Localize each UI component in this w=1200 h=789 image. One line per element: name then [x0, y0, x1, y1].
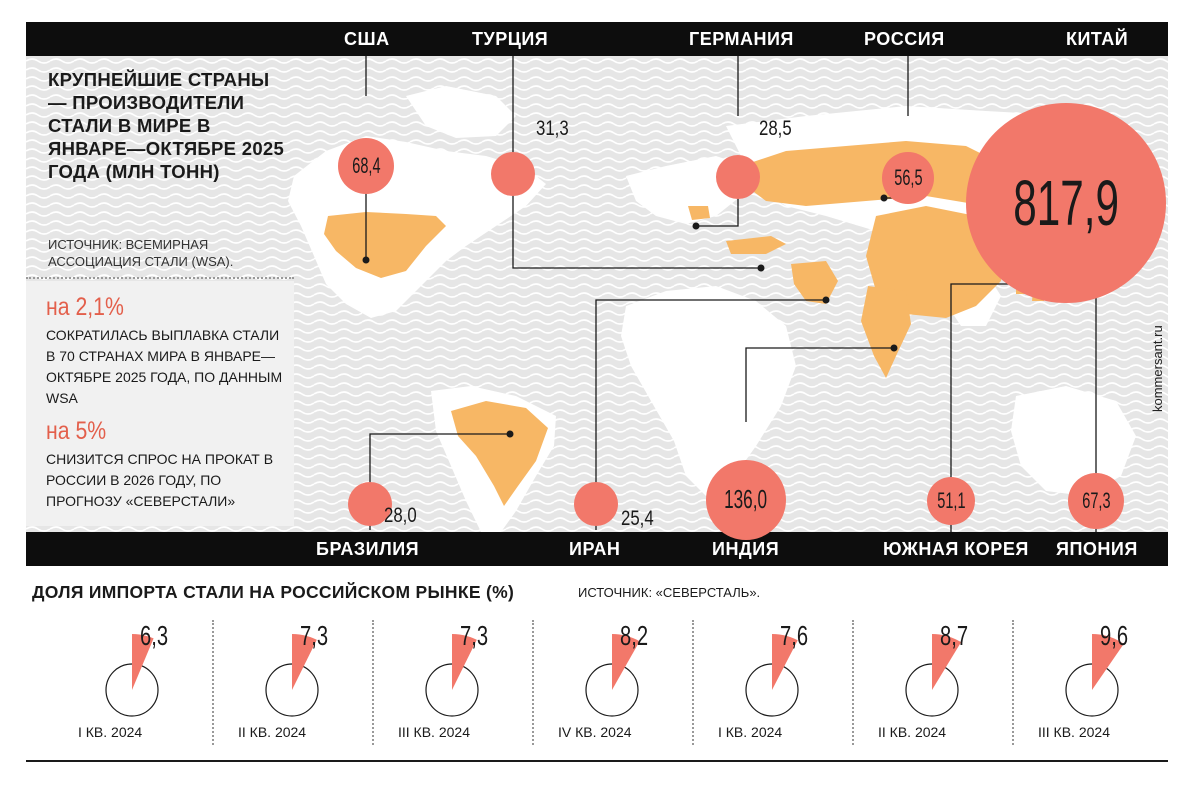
pie-cell-5: 8,7 II КВ. 2024 — [852, 620, 1012, 750]
pie-value-2: 7,3 — [460, 620, 489, 651]
germany-shape — [688, 206, 710, 220]
pie-cell-4: 7,6 I КВ. 2024 — [692, 620, 852, 750]
bubble-value-2: 28,5 — [759, 117, 792, 140]
brazil-shape — [451, 401, 548, 506]
russia-shape — [741, 141, 1021, 206]
pie-cell-3: 8,2 IV КВ. 2024 — [532, 620, 692, 750]
bubble-2 — [716, 155, 760, 199]
country-label-7: ИНДИЯ — [712, 539, 780, 559]
country-label-8: ЮЖНАЯ КОРЕЯ — [883, 539, 1029, 559]
pie-label-0: I КВ. 2024 — [78, 724, 143, 740]
pie-cell-0: 6,3 I КВ. 2024 — [52, 620, 212, 750]
bubble-value-3: 56,5 — [893, 164, 923, 190]
usa-shape — [324, 212, 446, 278]
bubble-value-7: 136,0 — [724, 484, 768, 515]
bubble-4: 817,9 — [966, 103, 1166, 303]
pie-cell-6: 9,6 III КВ. 2024 — [1012, 620, 1172, 750]
bubble-0: 68,4 — [337, 137, 395, 195]
pie-cell-1: 7,3 II КВ. 2024 — [212, 620, 372, 750]
country-label-1: ТУРЦИЯ — [472, 29, 549, 49]
india-shape — [861, 286, 911, 378]
bubble-1 — [491, 152, 535, 196]
country-label-2: ГЕРМАНИЯ — [689, 29, 794, 49]
pie-wedge-0 — [132, 634, 154, 690]
pie-value-4: 7,6 — [780, 620, 809, 651]
chart-title: КРУПНЕЙШИЕ СТРАНЫ— ПРОИЗВОДИТЕЛИ СТАЛИ В… — [48, 69, 285, 182]
bubble-value-6: 25,4 — [621, 507, 654, 530]
bubble-value-1: 31,3 — [536, 117, 569, 140]
pie-separator-4 — [852, 620, 854, 745]
pie-4 — [745, 634, 799, 717]
pie-separator-3 — [692, 620, 694, 745]
bubble-value-5: 28,0 — [384, 504, 417, 527]
country-label-3: РОССИЯ — [864, 29, 945, 49]
pie-value-6: 9,6 — [1100, 620, 1129, 651]
pie-separator-0 — [212, 620, 214, 745]
pie-wedge-6 — [1092, 634, 1124, 690]
bottom-rule — [26, 760, 1168, 762]
pie-value-3: 8,2 — [620, 620, 649, 651]
pie-wedge-5 — [932, 634, 962, 690]
pie-wedge-2 — [452, 634, 477, 690]
pie-wedge-1 — [292, 634, 317, 690]
turkey-shape — [726, 236, 786, 254]
pie-5 — [905, 634, 962, 717]
pie-value-1: 7,3 — [300, 620, 329, 651]
bubble-3: 56,5 — [882, 152, 934, 204]
country-label-4: КИТАЙ — [1066, 29, 1129, 49]
import-pies-row: 6,3 I КВ. 2024 7,3 II КВ. 2024 7,3 III КВ. 20… — [52, 620, 1172, 750]
world-map-svg — [26, 56, 1168, 532]
pie-wedge-3 — [612, 634, 640, 690]
bubble-6 — [574, 482, 618, 526]
pie-separator-2 — [532, 620, 534, 745]
pie-label-2: III КВ. 2024 — [398, 724, 470, 740]
country-bar-top — [26, 22, 1168, 56]
dotted-separator — [26, 277, 294, 279]
bubble-value-4: 817,9 — [1013, 167, 1119, 239]
country-label-5: БРАЗИЛИЯ — [316, 539, 420, 559]
fact-value-2: на 5% — [46, 417, 107, 445]
pie-value-5: 8,7 — [940, 620, 969, 651]
import-chart-title: ДОЛЯ ИМПОРТА СТАЛИ НА РОССИЙСКОМ РЫНКЕ (… — [32, 582, 515, 602]
facts-box: на 2,1% СОКРАТИЛАСЬ ВЫПЛАВКА СТАЛИ В 70 … — [26, 281, 294, 526]
fact-text-2: СНИЗИТСЯ СПРОС НА ПРОКАТ В РОССИИ В 2026… — [46, 451, 274, 509]
bubble-5 — [348, 482, 392, 526]
title-box: КРУПНЕЙШИЕ СТРАНЫ— ПРОИЗВОДИТЕЛИ СТАЛИ В… — [26, 56, 294, 274]
credit: kommersant.ru — [1150, 325, 1165, 412]
pie-wedge-4 — [772, 634, 798, 690]
pie-label-1: II КВ. 2024 — [238, 724, 307, 740]
pie-3 — [585, 634, 640, 717]
world-map — [26, 56, 1168, 532]
bubble-8: 51,1 — [926, 476, 976, 526]
pie-label-3: IV КВ. 2024 — [558, 724, 632, 740]
bubble-value-0: 68,4 — [351, 152, 381, 178]
pie-label-4: I КВ. 2024 — [718, 724, 783, 740]
country-label-6: ИРАН — [569, 539, 621, 559]
pie-2 — [425, 634, 479, 717]
chart-source: ИСТОЧНИК: ВСЕМИРНАЯ АССОЦИАЦИЯ СТАЛИ (WS… — [48, 237, 234, 269]
country-label-0: США — [344, 29, 390, 49]
bubble-9: 67,3 — [1067, 472, 1125, 530]
pie-1 — [265, 634, 319, 717]
pie-separator-1 — [372, 620, 374, 745]
iran-shape — [791, 261, 838, 304]
bubble-value-9: 67,3 — [1081, 487, 1111, 513]
pie-value-0: 6,3 — [140, 620, 169, 651]
country-bar-bottom — [26, 532, 1168, 566]
bubble-value-8: 51,1 — [936, 487, 966, 513]
pie-cell-2: 7,3 III КВ. 2024 — [372, 620, 532, 750]
steel-map-panel: США ТУРЦИЯ ГЕРМАНИЯ РОССИЯ КИТАЙ БРАЗИЛИЯ ИРАН… — [26, 22, 1168, 566]
pie-separator-5 — [1012, 620, 1014, 745]
import-chart-source: ИСТОЧНИК: «СЕВЕРСТАЛЬ». — [578, 585, 761, 600]
fact-value-1: на 2,1% — [46, 293, 124, 321]
pie-label-5: II КВ. 2024 — [878, 724, 947, 740]
pie-6 — [1065, 634, 1124, 717]
pie-0 — [105, 634, 159, 717]
country-label-9: ЯПОНИЯ — [1056, 539, 1138, 559]
fact-text-1: СОКРАТИЛАСЬ ВЫПЛАВКА СТАЛИ В 70 СТРАНАХ … — [46, 327, 283, 406]
pie-label-6: III КВ. 2024 — [1038, 724, 1110, 740]
bubble-7: 136,0 — [706, 460, 786, 540]
